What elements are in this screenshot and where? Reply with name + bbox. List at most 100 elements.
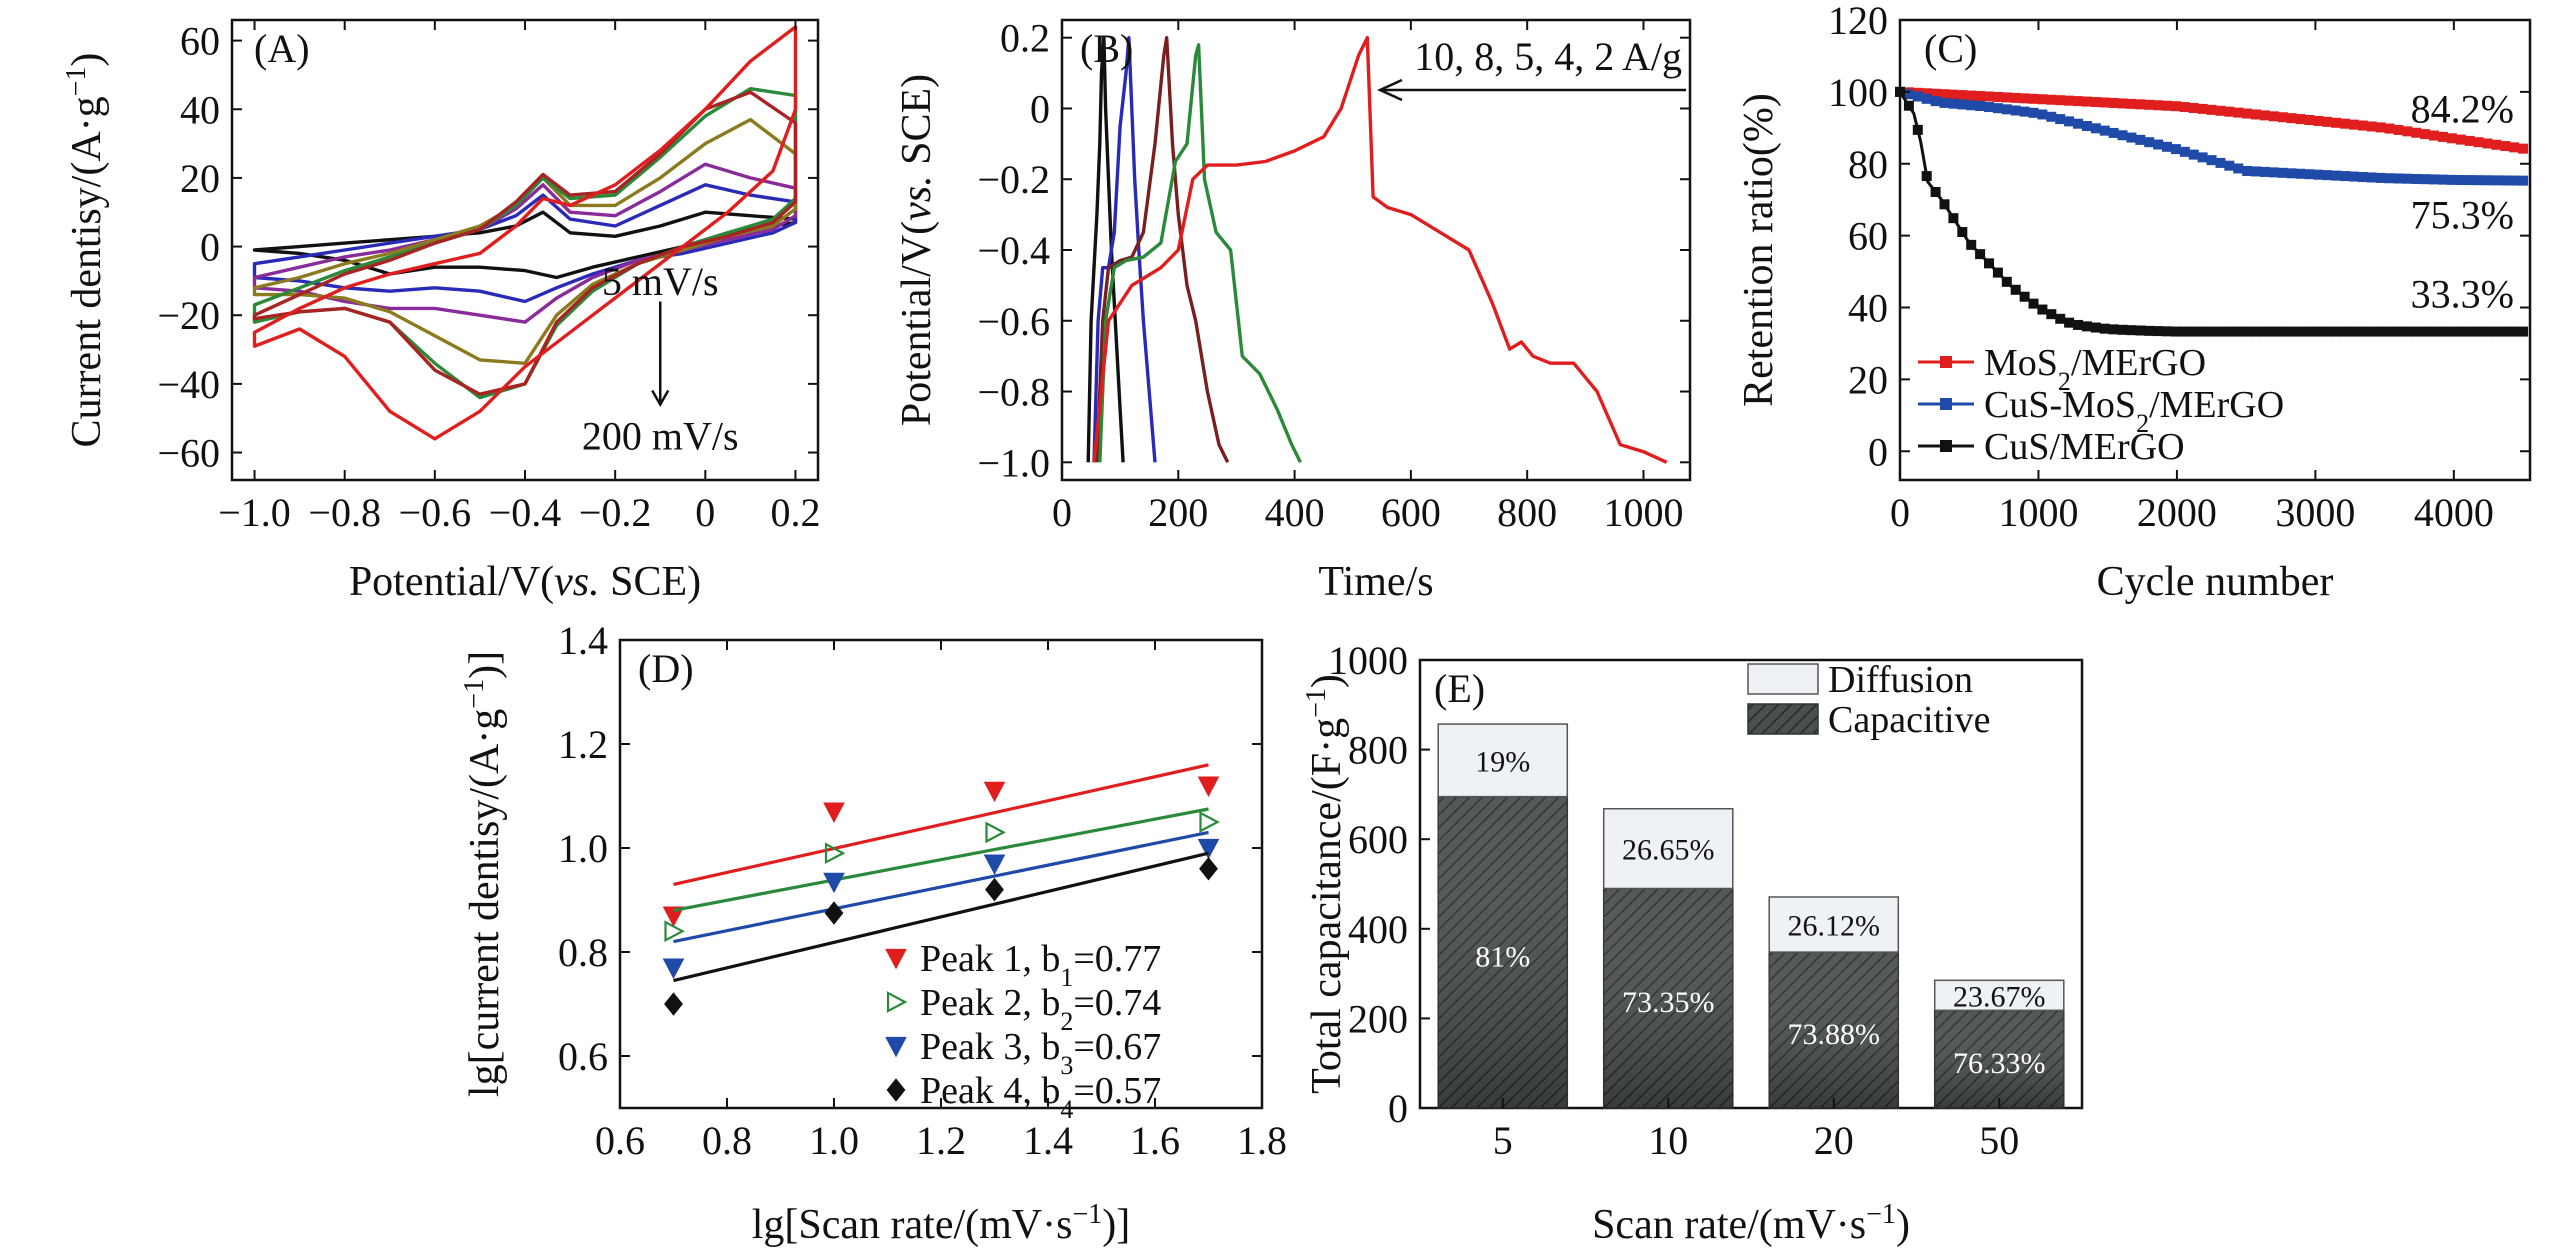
- retention-marker: [2206, 326, 2217, 337]
- retention-marker: [2402, 173, 2413, 184]
- bar-diffusion-label: 19%: [1475, 745, 1530, 778]
- retention-marker: [2286, 168, 2297, 179]
- retention-marker: [2455, 134, 2466, 145]
- retention-marker: [2135, 325, 2146, 336]
- retention-marker: [2233, 326, 2244, 337]
- bar-diffusion: [1602, 807, 1734, 890]
- retention-marker: [1966, 100, 1977, 111]
- retention-marker: [2001, 92, 2012, 103]
- retention-marker: [2420, 129, 2431, 140]
- x-axis-label: Scan rate/(mV·s−1): [1592, 1199, 1910, 1249]
- retention-marker: [2108, 127, 2119, 138]
- x-tick-label: 0: [1890, 490, 1910, 535]
- annotation-200mvs: 200 mV/s: [582, 413, 739, 458]
- retention-marker: [2001, 104, 2012, 115]
- retention-marker: [1992, 103, 2003, 114]
- retention-marker: [2028, 93, 2039, 104]
- retention-marker: [2170, 101, 2181, 112]
- retention-marker: [2126, 132, 2137, 143]
- retention-marker: [2464, 175, 2475, 186]
- retention-marker: [2393, 326, 2404, 337]
- retention-marker: [2393, 124, 2404, 135]
- retention-marker: [2455, 326, 2466, 337]
- fit-line-3: [673, 830, 1209, 944]
- retention-marker: [2482, 138, 2493, 149]
- panel-label: (A): [254, 26, 310, 71]
- annotation-33: 33.3%: [2411, 272, 2514, 317]
- y-tick-label: −0.6: [977, 299, 1050, 344]
- retention-marker: [2357, 326, 2368, 337]
- annotation-75: 75.3%: [2411, 193, 2514, 238]
- retention-marker: [2135, 134, 2146, 145]
- y-tick-label: 0.6: [558, 1034, 608, 1079]
- legend-label: Peak 1, b1=0.77: [920, 938, 1161, 992]
- y-tick-label: 40: [1848, 286, 1888, 331]
- retention-marker: [2179, 146, 2190, 157]
- y-tick-label: 1000: [1328, 638, 1408, 683]
- retention-marker: [2206, 104, 2217, 115]
- y-tick-label: 100: [1828, 70, 1888, 115]
- retention-marker: [2366, 172, 2377, 183]
- x-axis-label: Cycle number: [2097, 559, 2334, 605]
- bar-capacitive-label: 81%: [1475, 940, 1530, 973]
- x-tick-label: 10: [1648, 1118, 1688, 1163]
- legend-marker: [885, 948, 907, 970]
- y-tick-label: 1.4: [558, 618, 608, 663]
- retention-marker: [2384, 123, 2395, 134]
- retention-marker: [2411, 127, 2422, 138]
- retention-marker: [2170, 144, 2181, 155]
- y-tick-label: −0.4: [977, 228, 1050, 273]
- retention-marker: [2117, 130, 2128, 141]
- retention-marker: [2322, 326, 2333, 337]
- retention-marker: [2259, 326, 2270, 337]
- retention-marker: [2081, 121, 2092, 132]
- y-tick-label: 120: [1828, 0, 1888, 43]
- retention-marker: [1984, 102, 1995, 113]
- arrow-head: [1376, 78, 1403, 102]
- bar-capacitive-label: 73.88%: [1788, 1018, 1881, 1051]
- y-tick-label: −1.0: [977, 440, 1050, 485]
- retention-marker: [2010, 92, 2021, 103]
- fit-line-4: [673, 851, 1209, 983]
- retention-marker: [2126, 325, 2137, 336]
- retention-marker: [2464, 135, 2475, 146]
- retention-marker: [2197, 326, 2208, 337]
- retention-marker: [2037, 304, 2048, 315]
- retention-marker: [2322, 116, 2333, 127]
- legend-label-capacitive: Capacitive: [1828, 699, 1990, 741]
- y-axis-label: Potential/V(vs. SCE): [894, 74, 940, 426]
- retention-marker: [2188, 149, 2199, 160]
- retention-marker: [2348, 326, 2359, 337]
- retention-marker: [2340, 326, 2351, 337]
- retention-marker: [2144, 99, 2155, 110]
- retention-marker: [2277, 112, 2288, 123]
- x-tick-label: 0: [695, 490, 715, 535]
- retention-marker: [2117, 324, 2128, 335]
- retention-marker: [2331, 170, 2342, 181]
- peak-4-point: [664, 992, 683, 1016]
- y-tick-label: 0.2: [1000, 16, 1050, 61]
- cv-curve-5: [252, 90, 798, 396]
- x-tick-label: −1.0: [218, 490, 291, 535]
- retention-marker: [2055, 95, 2066, 106]
- x-axis-label: Potential/V(vs. SCE): [349, 559, 701, 605]
- x-axis-label: Time/s: [1318, 559, 1433, 605]
- retention-marker: [2073, 319, 2084, 330]
- y-tick-label: 20: [180, 156, 220, 201]
- panel-e-frame: [1418, 658, 2084, 1110]
- retention-marker: [2429, 174, 2440, 185]
- x-tick-label: −0.6: [399, 490, 472, 535]
- panel-label: (B): [1080, 26, 1133, 71]
- retention-marker: [2064, 317, 2075, 328]
- retention-marker: [2215, 157, 2226, 168]
- retention-marker: [2500, 326, 2511, 337]
- retention-marker: [2081, 321, 2092, 332]
- retention-marker: [2446, 133, 2457, 144]
- retention-marker: [2429, 326, 2440, 337]
- y-tick-label: 60: [1848, 214, 1888, 259]
- retention-marker: [2090, 322, 2101, 333]
- retention-marker: [2446, 326, 2457, 337]
- retention-marker: [2251, 326, 2262, 337]
- retention-marker: [2331, 117, 2342, 128]
